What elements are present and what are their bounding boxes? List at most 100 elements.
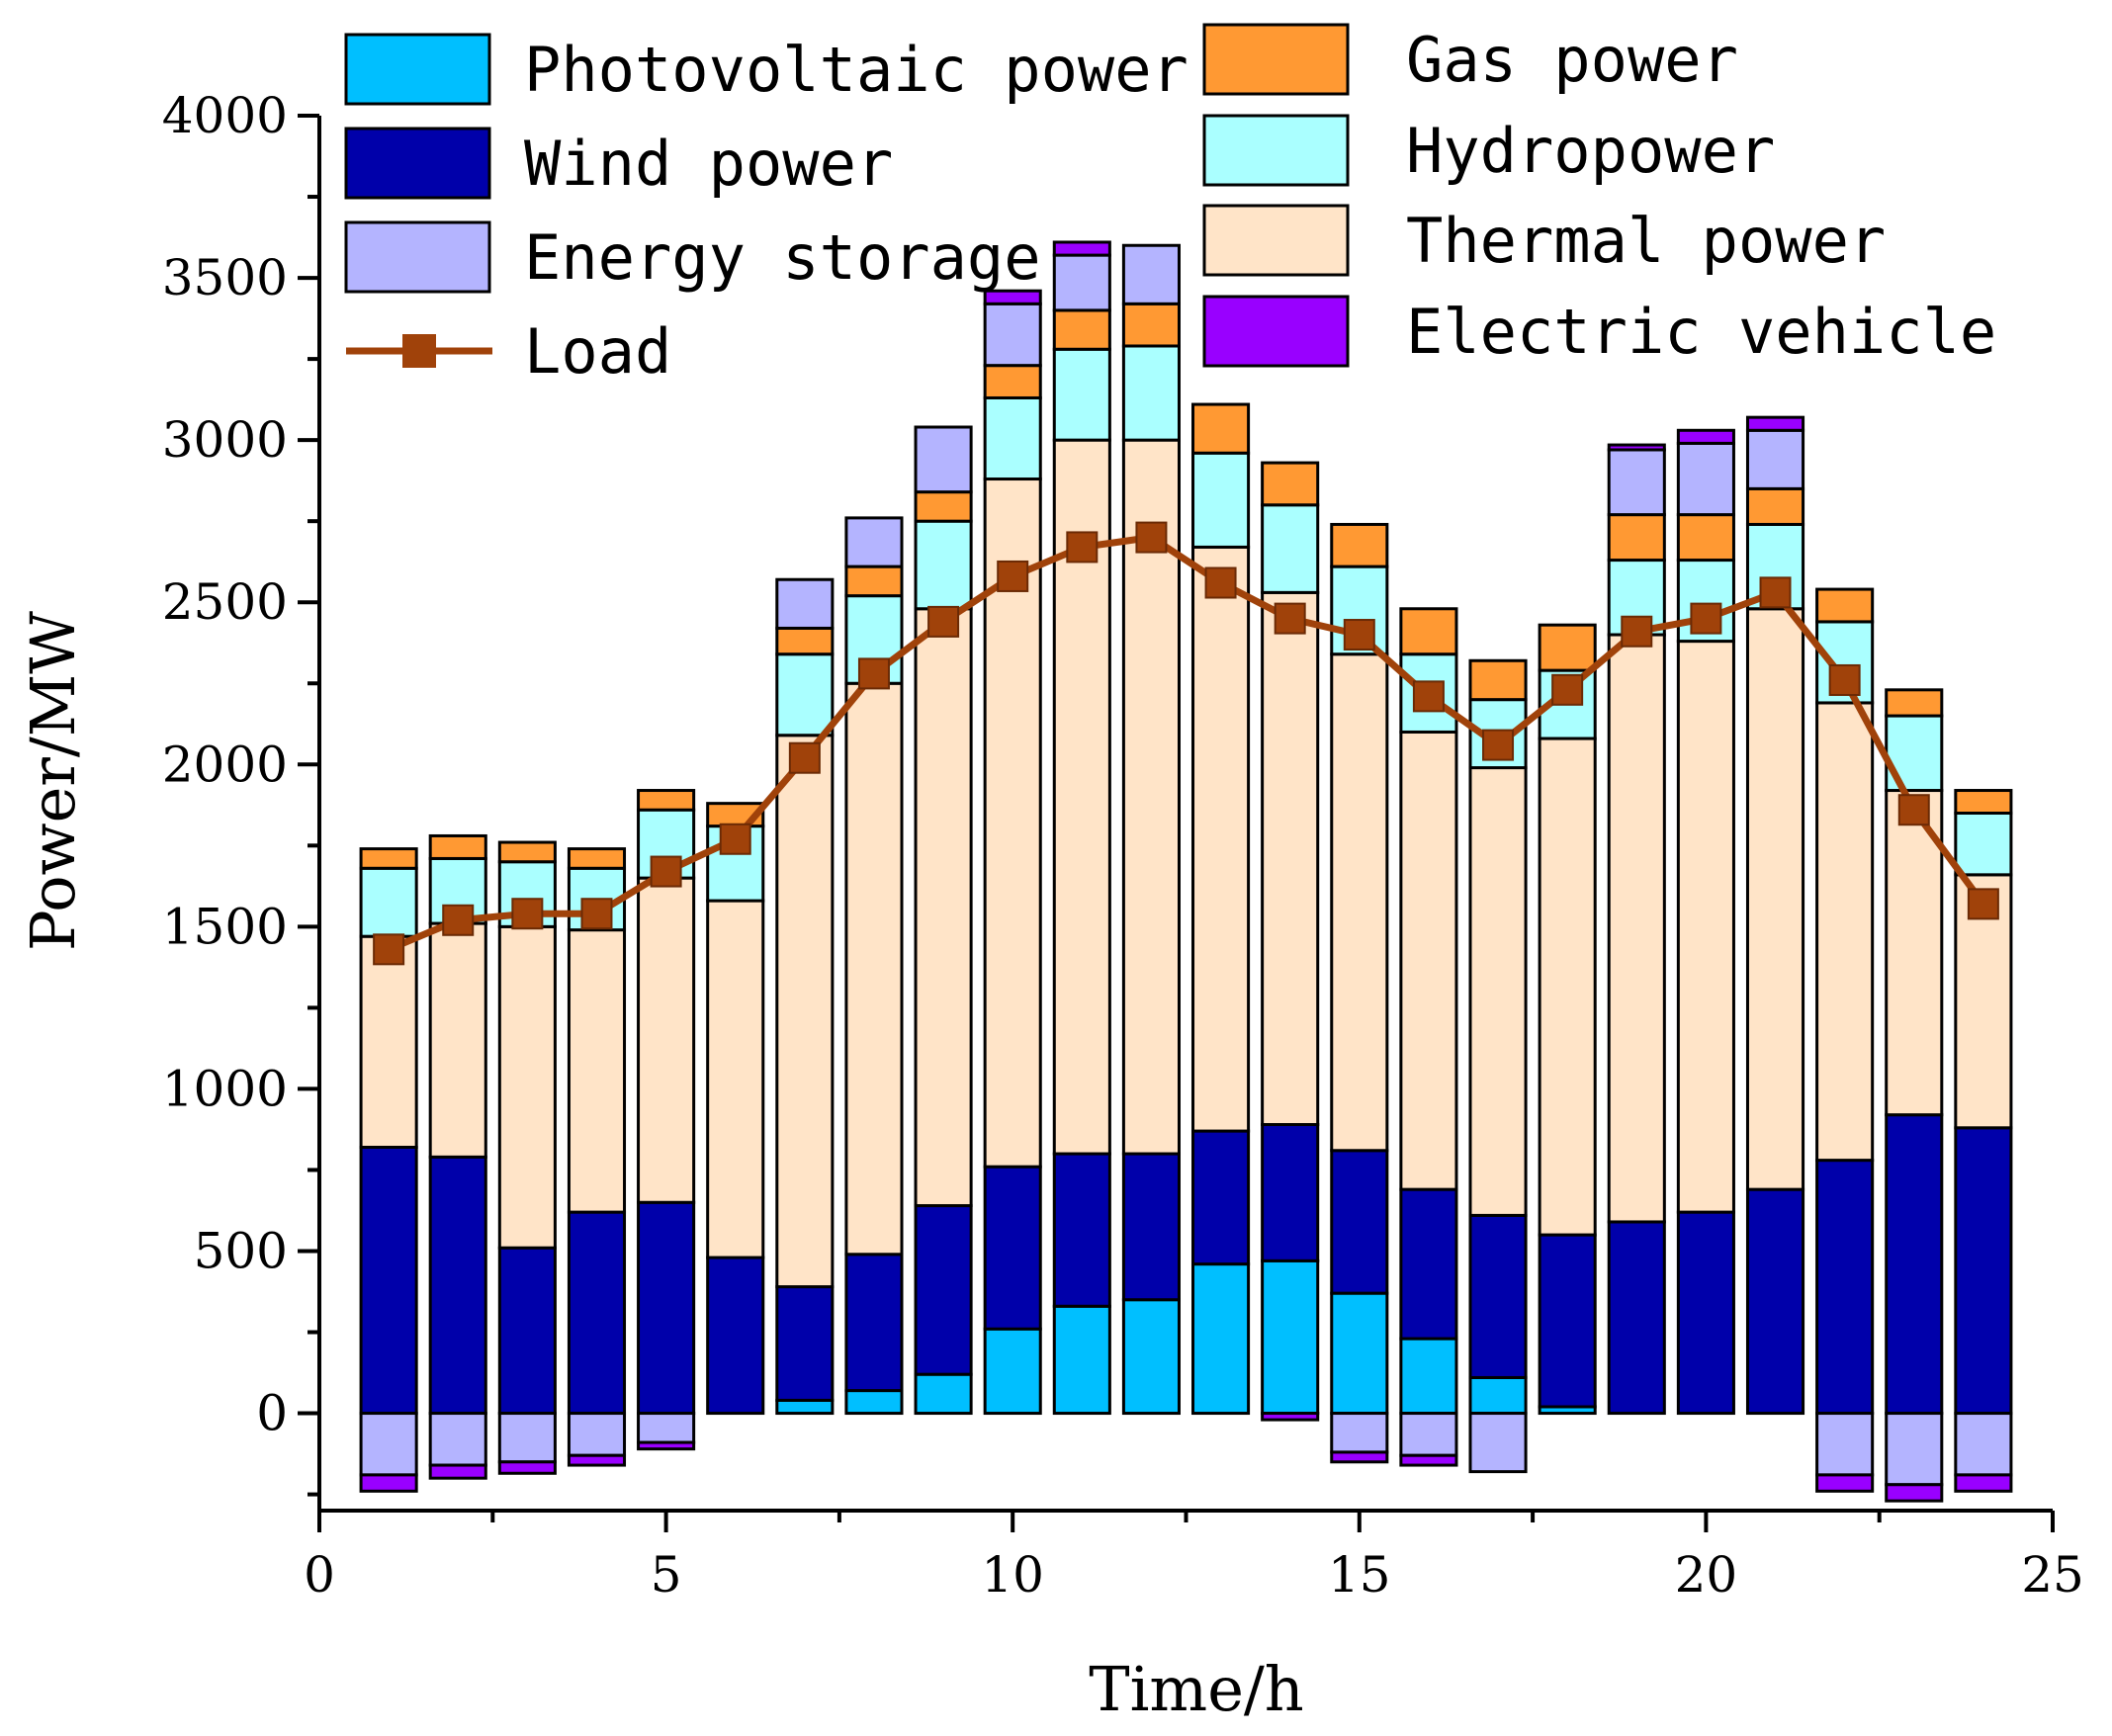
x-tick-label: 15 [1328, 1546, 1391, 1604]
bar-energy-storage-h17 [1468, 1412, 1528, 1474]
bar-stack-group [359, 240, 2013, 1503]
bar-thermal-power-h17 [1468, 766, 1528, 1217]
bar-thermal-power-h10 [983, 477, 1042, 1169]
bar-wind-power-h9 [914, 1204, 973, 1376]
y-tick-label: 1500 [162, 898, 288, 955]
y-tick-label: 1000 [162, 1060, 288, 1117]
bar-gas-power-h24 [1954, 789, 2013, 815]
bar-wind-power-h6 [706, 1256, 765, 1416]
bar-energy-storage-h10 [983, 302, 1042, 368]
load-point-h12 [1135, 521, 1168, 554]
bar-photovoltaic-power-h15 [1330, 1291, 1389, 1416]
bar-electric-vehicle-h10 [983, 289, 1042, 305]
legend: Photovoltaic power Wind power Energy stora… [344, 23, 1996, 388]
y-tick-label: 500 [194, 1222, 288, 1279]
bar-wind-power-h3 [497, 1246, 557, 1416]
bar-wind-power-h24 [1954, 1126, 2013, 1416]
bar-wind-power-h22 [1815, 1159, 1875, 1416]
bar-gas-power-h15 [1330, 522, 1389, 568]
bar-hydropower-h13 [1191, 451, 1251, 549]
bar-gas-power-h7 [775, 626, 835, 656]
bar-gas-power-h13 [1191, 402, 1251, 455]
bar-gas-power-h18 [1538, 623, 1597, 672]
bar-energy-storage-h12 [1121, 243, 1181, 305]
y-tick-label: 4000 [162, 87, 288, 144]
bar-energy-storage-h7 [775, 577, 835, 630]
load-point-h19 [1621, 615, 1653, 648]
bar-hydropower-h9 [914, 519, 973, 611]
bar-thermal-power-h3 [497, 924, 557, 1250]
bar-thermal-power-h16 [1399, 730, 1458, 1191]
bar-wind-power-h18 [1538, 1233, 1597, 1409]
bar-electric-vehicle-h11 [1052, 240, 1111, 257]
bar-thermal-power-h5 [637, 876, 696, 1204]
bar-thermal-power-h1 [359, 934, 418, 1149]
bar-gas-power-h17 [1468, 658, 1528, 702]
bar-hydropower-h7 [775, 652, 835, 738]
bar-thermal-power-h8 [844, 681, 904, 1257]
bar-wind-power-h14 [1261, 1123, 1320, 1262]
bar-thermal-power-h7 [775, 734, 835, 1289]
bar-energy-storage-h23 [1885, 1412, 1944, 1487]
bar-gas-power-h12 [1121, 302, 1181, 348]
bar-gas-power-h20 [1676, 513, 1735, 563]
bar-hydropower-h12 [1121, 344, 1181, 442]
load-point-h6 [719, 823, 751, 855]
bar-gas-power-h23 [1885, 688, 1944, 718]
load-point-h16 [1412, 680, 1445, 713]
bar-wind-power-h20 [1676, 1210, 1735, 1416]
load-point-h14 [1274, 602, 1306, 635]
legend-gas-power-swatch [1202, 23, 1350, 96]
bar-thermal-power-h19 [1607, 633, 1666, 1224]
bar-electric-vehicle-h24 [1954, 1473, 2013, 1493]
bar-electric-vehicle-h23 [1885, 1483, 1944, 1503]
bar-photovoltaic-power-h16 [1399, 1337, 1458, 1416]
bar-photovoltaic-power-h8 [844, 1389, 904, 1416]
bar-energy-storage-h22 [1815, 1412, 1875, 1477]
bar-energy-storage-h3 [497, 1412, 557, 1464]
x-tick-label: 5 [651, 1546, 682, 1604]
bar-gas-power-h5 [637, 789, 696, 812]
bar-energy-storage-h11 [1052, 253, 1111, 312]
bar-photovoltaic-power-h12 [1121, 1298, 1181, 1416]
load-point-h23 [1897, 794, 1930, 826]
x-tick-label: 10 [981, 1546, 1044, 1604]
legend-photovoltaic-power-swatch [344, 33, 491, 106]
bar-gas-power-h1 [359, 847, 418, 870]
bar-photovoltaic-power-h11 [1052, 1304, 1111, 1416]
bar-thermal-power-h6 [706, 899, 765, 1259]
bar-energy-storage-h21 [1745, 428, 1805, 490]
bar-electric-vehicle-h19 [1607, 443, 1666, 452]
legend-gas-power-label: Gas power [1406, 24, 1738, 96]
bar-wind-power-h4 [567, 1210, 627, 1416]
bar-electric-vehicle-h2 [428, 1463, 487, 1480]
bar-electric-vehicle-h15 [1330, 1450, 1389, 1464]
bar-gas-power-h3 [497, 840, 557, 864]
axes-group: 0 500 1000 1500 2000 2500 3000 3500 4000 0 5 10 15 20… [162, 87, 2084, 1604]
bar-wind-power-h23 [1885, 1113, 1944, 1416]
bar-gas-power-h8 [844, 564, 904, 598]
legend-energy-storage-swatch [344, 220, 491, 294]
bar-hydropower-h11 [1052, 347, 1111, 442]
bar-gas-power-h16 [1399, 607, 1458, 656]
legend-wind-power-label: Wind power [524, 128, 893, 200]
load-point-h17 [1482, 729, 1515, 761]
bar-energy-storage-h15 [1330, 1412, 1389, 1454]
bar-wind-power-h11 [1052, 1152, 1111, 1308]
bar-hydropower-h14 [1261, 503, 1320, 594]
load-point-h21 [1759, 576, 1792, 609]
bar-photovoltaic-power-h9 [914, 1372, 973, 1416]
y-tick-label: 3000 [162, 411, 288, 469]
bar-energy-storage-h8 [844, 516, 904, 568]
bar-thermal-power-h2 [428, 921, 487, 1159]
bar-photovoltaic-power-h13 [1191, 1262, 1251, 1416]
bar-wind-power-h5 [637, 1200, 696, 1416]
bar-energy-storage-h24 [1954, 1412, 2013, 1477]
bar-thermal-power-h13 [1191, 545, 1251, 1133]
bar-thermal-power-h23 [1885, 789, 1944, 1117]
load-point-h1 [373, 933, 405, 966]
bar-gas-power-h10 [983, 364, 1042, 399]
load-point-h18 [1551, 673, 1584, 706]
load-line [387, 534, 1986, 953]
